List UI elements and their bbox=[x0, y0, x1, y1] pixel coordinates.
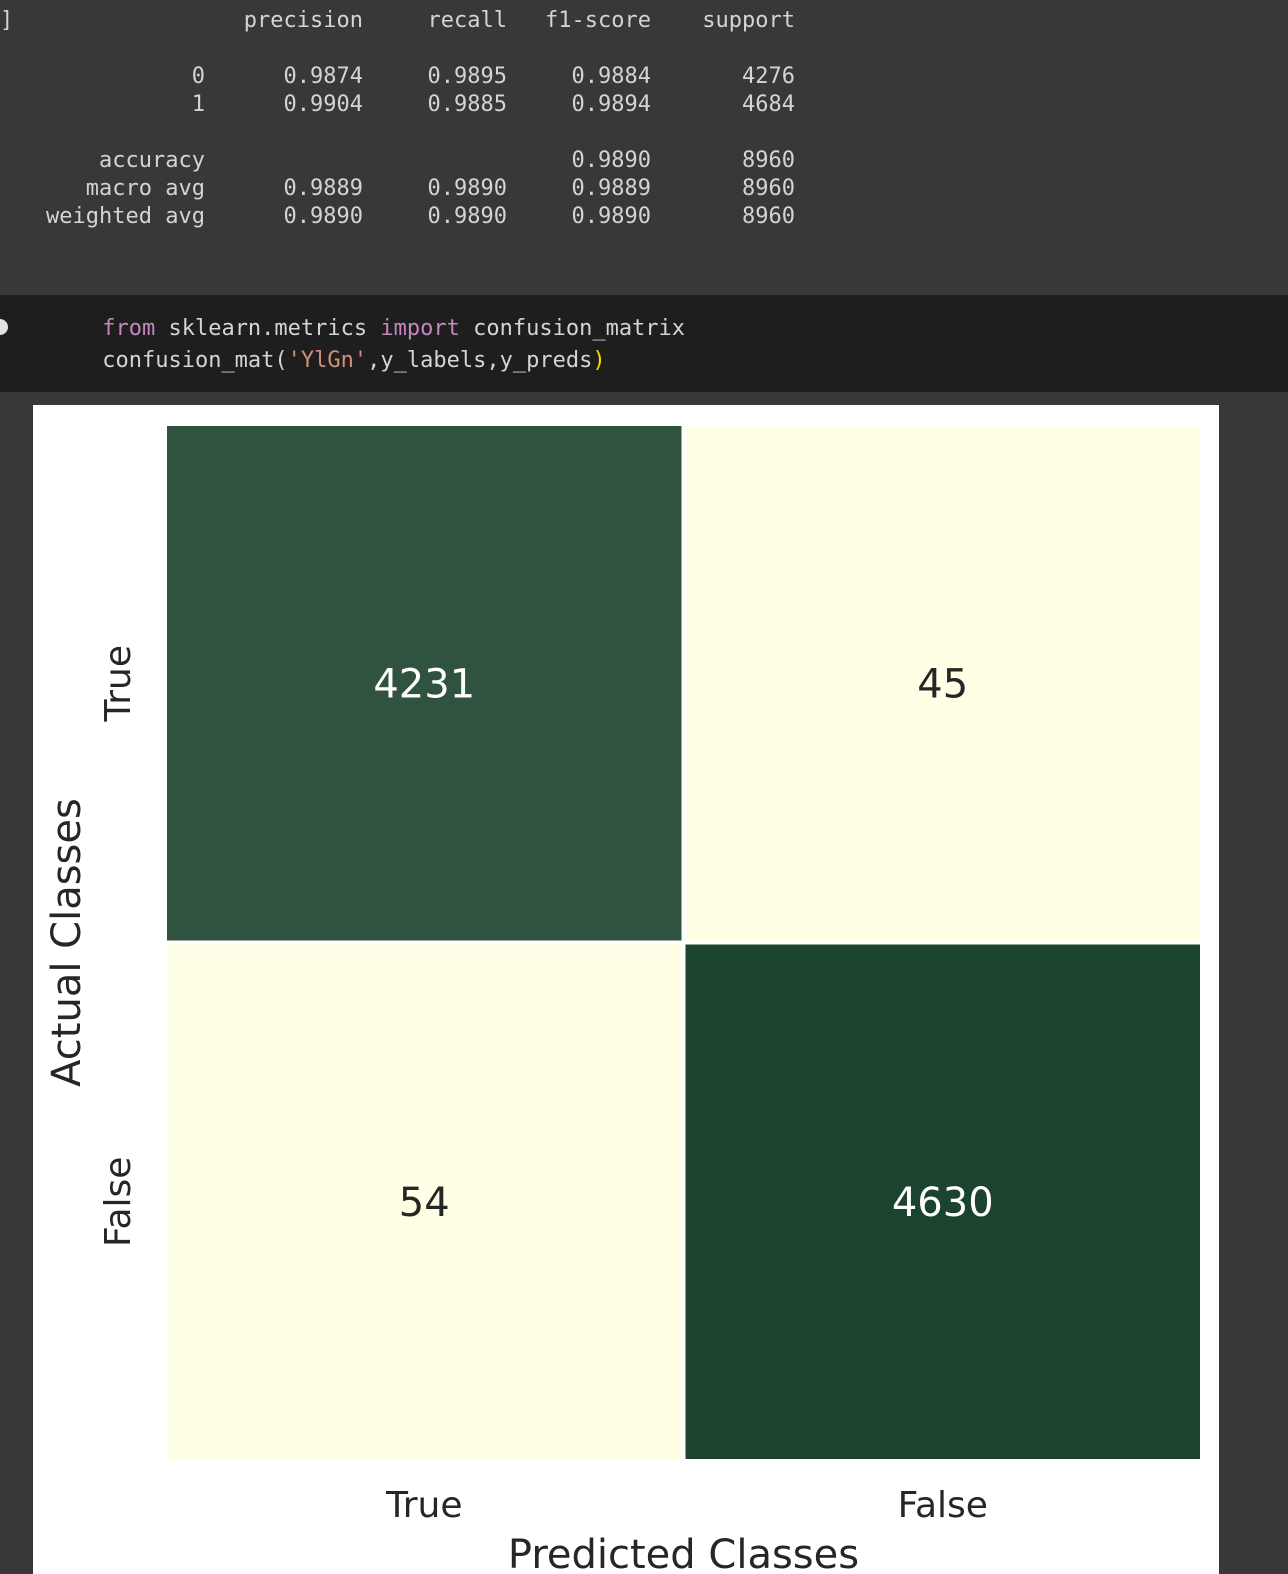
report-cell: 0.9889 bbox=[572, 176, 651, 201]
run-button[interactable] bbox=[0, 319, 8, 335]
report-header: f1-score bbox=[545, 8, 651, 33]
report-cell: 0.9890 bbox=[572, 148, 651, 173]
report-cell: 0.9890 bbox=[428, 204, 507, 229]
report-cell: 0.9884 bbox=[572, 64, 651, 89]
report-cell: 0.9890 bbox=[428, 176, 507, 201]
cell-label: 45 bbox=[917, 661, 968, 707]
report-header: recall bbox=[428, 8, 507, 33]
report-output bbox=[0, 0, 1288, 295]
report-cell: 0.9889 bbox=[284, 176, 363, 201]
report-cell: 0.9890 bbox=[572, 204, 651, 229]
code-token: sklearn.metrics bbox=[155, 316, 380, 341]
y-axis-title: Actual Classes bbox=[44, 798, 90, 1087]
heatmap-cell bbox=[685, 944, 1200, 1459]
report-row-label: weighted avg bbox=[46, 204, 205, 229]
report-cell: 0.9895 bbox=[428, 64, 507, 89]
y-tick-label: True bbox=[98, 645, 139, 722]
code-token: confusion_mat( bbox=[102, 348, 287, 373]
code-token: 'YlGn' bbox=[288, 348, 367, 373]
classification-report: precision recall f1-score support 0 0.9874 0.9… bbox=[46, 8, 795, 229]
code-token: ) bbox=[592, 348, 605, 373]
cell-label: 54 bbox=[399, 1180, 450, 1226]
report-cell: 0.9890 bbox=[284, 204, 363, 229]
heatmap-cell bbox=[685, 426, 1200, 941]
report-cell: 0.9874 bbox=[284, 64, 363, 89]
code-token: ,y_labels,y_preds bbox=[367, 348, 592, 373]
x-tick-label: True bbox=[385, 1485, 462, 1526]
code-token: confusion_matrix bbox=[460, 316, 685, 341]
report-cell: 0.9885 bbox=[428, 92, 507, 117]
cell-label: 4231 bbox=[373, 661, 475, 707]
report-cell: 0.9894 bbox=[572, 92, 651, 117]
code-token: from bbox=[102, 316, 155, 341]
report-row-label: macro avg bbox=[86, 176, 205, 201]
cell-label: 4630 bbox=[892, 1180, 994, 1226]
x-axis-title: Predicted Classes bbox=[508, 1532, 859, 1574]
report-header: precision bbox=[244, 8, 363, 33]
code-cell[interactable] bbox=[0, 295, 1288, 392]
x-tick-label: False bbox=[898, 1485, 988, 1526]
report-cell: 8960 bbox=[742, 204, 795, 229]
heatmap-cell bbox=[167, 944, 682, 1459]
report-header: support bbox=[702, 8, 795, 33]
y-tick-label: False bbox=[98, 1157, 139, 1247]
report-cell: 4276 bbox=[742, 64, 795, 89]
heatmap: 4231 45 54 4630 True False True False Predicted … bbox=[44, 426, 1200, 1574]
report-row-label: 1 bbox=[192, 92, 205, 117]
report-cell: 8960 bbox=[742, 176, 795, 201]
report-cell: 4684 bbox=[742, 92, 795, 117]
gutter-bracket: ] bbox=[0, 8, 13, 33]
report-cell: 8960 bbox=[742, 148, 795, 173]
heatmap-cell bbox=[167, 426, 682, 941]
code-token: import bbox=[380, 316, 459, 341]
report-row-label: accuracy bbox=[99, 148, 205, 173]
code-line: from sklearn.metrics import confusion_ma… bbox=[36, 316, 725, 341]
report-cell: 0.9904 bbox=[284, 92, 363, 117]
code-line: confusion_mat('YlGn',y_labels,y_preds) bbox=[36, 348, 645, 373]
report-row-label: 0 bbox=[192, 64, 205, 89]
